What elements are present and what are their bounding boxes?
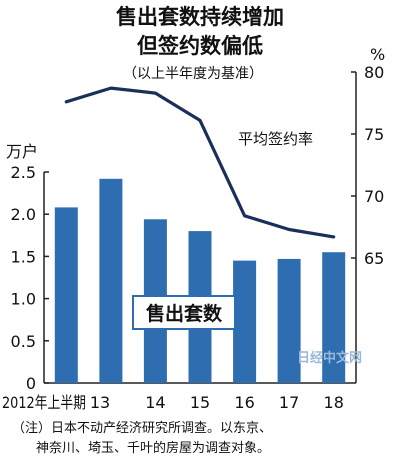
x-axis-tick-labels: 2012年上半期 13 14 15 16 17 18: [2, 393, 344, 412]
bar: [54, 207, 78, 383]
right-axis-tick-label: 75: [364, 125, 384, 144]
left-axis-tick-label: 1.5: [11, 247, 36, 266]
left-axis-tick-label: 0: [26, 374, 36, 393]
x-axis-tick-label: 18: [324, 393, 344, 412]
right-axis-tick-label: 80: [364, 63, 384, 82]
watermark-logo: 日经中文网: [297, 350, 362, 366]
signing-rate-line: [64, 86, 336, 239]
left-axis-tick-marks: [44, 171, 49, 384]
x-axis-tick-label: 2012年上半期: [2, 393, 86, 412]
left-axis-tick-label: 2.5: [11, 163, 36, 182]
right-axis-tick-label: 65: [364, 249, 384, 268]
left-axis-unit: 万户: [6, 142, 38, 161]
units-sold-label-box: [132, 295, 236, 330]
x-axis-tick-label: 13: [90, 393, 110, 412]
footnote-line-1: （注）日本不动产经济研究所调查。以东京、: [12, 421, 272, 436]
chart-subtitle: （以上半年度为基准）: [123, 65, 263, 82]
left-axis-tick-label: 2.0: [11, 205, 36, 224]
chart-title: 售出套数持续增加: [116, 5, 284, 29]
right-axis-unit: %: [370, 45, 385, 64]
left-axis-tick-labels: 0 0.5 1.0 1.5 2.0 2.5: [11, 163, 36, 393]
left-axis-tick-label: 0.5: [11, 332, 36, 351]
bar: [277, 258, 301, 383]
right-axis-tick-marks: [351, 71, 356, 259]
right-axis-tick-labels: 65 70 75 80: [364, 63, 384, 268]
x-axis-tick-label: 16: [234, 393, 254, 412]
left-axis-tick-label: 1.0: [11, 290, 36, 309]
x-axis-tick-label: 15: [190, 393, 210, 412]
x-axis-tick-label: 17: [279, 393, 299, 412]
chart-title-line-2: 但签约数偏低: [137, 34, 263, 58]
bar: [322, 252, 346, 383]
right-axis-tick-label: 70: [364, 187, 384, 206]
units-sold-series-label: 售出套数: [145, 302, 223, 325]
x-axis-tick-label: 14: [145, 393, 165, 412]
bar: [99, 178, 123, 383]
bar: [233, 260, 257, 383]
footnote-line-2: 神奈川、埼玉、千叶的房屋为调查对象。: [36, 440, 270, 456]
signing-rate-series-label: 平均签约率: [238, 130, 313, 148]
